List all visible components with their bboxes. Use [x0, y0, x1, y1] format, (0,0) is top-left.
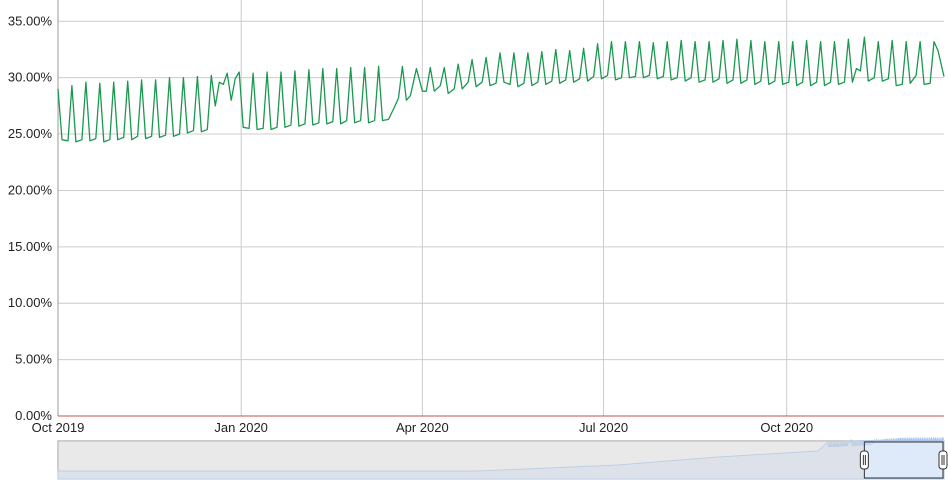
navigator-left-handle[interactable] — [859, 450, 869, 470]
y-tick-label: 25.00% — [8, 126, 53, 141]
x-axis: Oct 2019 Jan 2020 Apr 2020 Jul 2020 Oct 2020 — [32, 420, 813, 435]
range-navigator[interactable] — [57, 436, 948, 480]
y-tick-label: 0.00% — [15, 408, 52, 423]
y-axis: 0.00% 5.00% 10.00% 15.00% 20.00% 25.00% 30.00%… — [8, 13, 53, 423]
x-tick-label: Oct 2020 — [760, 420, 813, 435]
navigator-unselected-left — [58, 441, 865, 479]
x-tick-label: Apr 2020 — [396, 420, 449, 435]
x-tick-label: Oct 2019 — [32, 420, 85, 435]
y-tick-label: 5.00% — [15, 352, 52, 367]
x-tick-label: Jul 2020 — [579, 420, 628, 435]
x-tick-label: Jan 2020 — [214, 420, 268, 435]
y-tick-label: 30.00% — [8, 70, 53, 85]
series-group — [57, 36, 945, 143]
navigator-right-handle[interactable] — [938, 450, 948, 470]
y-tick-label: 20.00% — [8, 182, 53, 197]
gridlines — [57, 0, 944, 416]
navigator-selection-window[interactable] — [863, 441, 944, 479]
series-line — [57, 36, 945, 143]
y-tick-label: 35.00% — [8, 13, 53, 28]
y-tick-label: 15.00% — [8, 239, 53, 254]
y-tick-label: 10.00% — [8, 295, 53, 310]
